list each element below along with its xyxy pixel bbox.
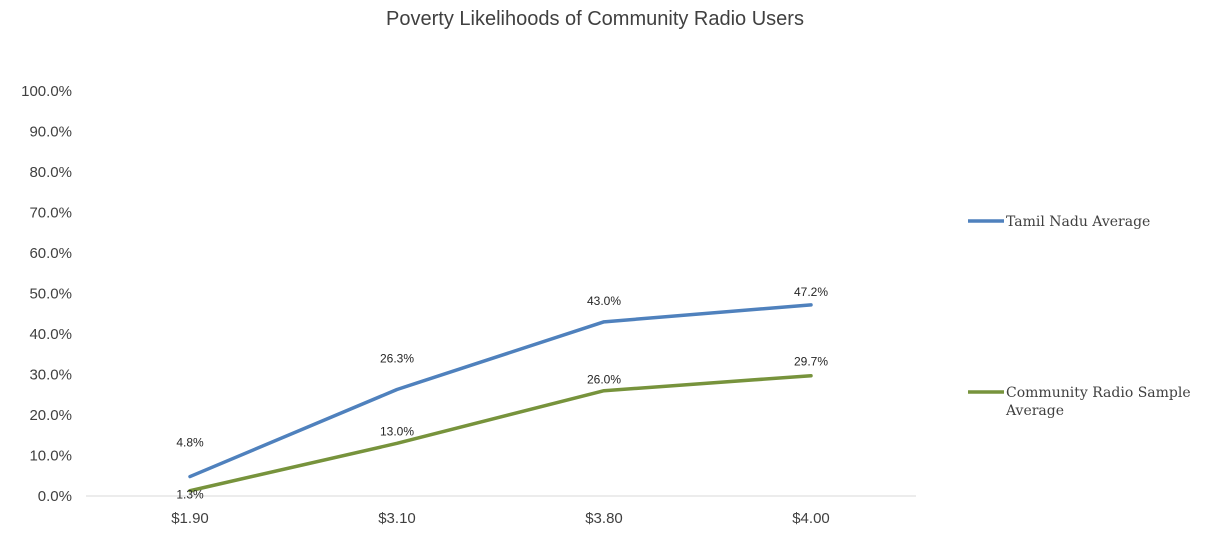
data-label: 4.8%: [176, 436, 204, 450]
data-label: 13.0%: [380, 424, 414, 438]
y-tick-label: 20.0%: [29, 407, 72, 424]
chart-title: Poverty Likelihoods of Community Radio U…: [386, 8, 804, 30]
legend-label: Tamil Nadu Average: [1006, 214, 1150, 230]
x-tick-label: $3.80: [585, 510, 623, 527]
y-axis: 0.0% 10.0% 20.0% 30.0% 40.0% 50.0% 60.0% 70.0% 8…: [21, 83, 72, 505]
legend-label: Average: [1005, 403, 1064, 419]
x-axis: $1.90 $3.10 $3.80 $4.00: [86, 495, 916, 527]
x-tick-label: $4.00: [792, 510, 830, 527]
data-labels: 4.8% 26.3% 43.0% 47.2% 1.3% 13.0% 26.0% 29.7%: [176, 285, 828, 502]
data-label: 26.3%: [380, 351, 414, 365]
series-line-2: [188, 373, 813, 493]
y-tick-label: 50.0%: [29, 286, 72, 303]
data-label: 47.2%: [794, 285, 828, 299]
y-tick-label: 40.0%: [29, 326, 72, 343]
plot-area: [188, 303, 813, 493]
legend-label: Community Radio Sample: [1006, 385, 1191, 401]
y-tick-label: 70.0%: [29, 205, 72, 222]
legend: Tamil Nadu Average Community Radio Sample…: [968, 214, 1191, 419]
series-line-1: [188, 303, 813, 479]
y-tick-label: 90.0%: [29, 124, 72, 141]
y-tick-label: 60.0%: [29, 245, 72, 262]
y-tick-label: 30.0%: [29, 367, 72, 384]
x-tick-label: $1.90: [171, 510, 209, 527]
data-label: 26.0%: [587, 373, 621, 387]
y-tick-label: 10.0%: [29, 448, 72, 465]
data-label: 43.0%: [587, 294, 621, 308]
x-tick-label: $3.10: [378, 510, 416, 527]
y-tick-label: 0.0%: [38, 488, 72, 505]
y-tick-label: 80.0%: [29, 164, 72, 181]
data-label: 29.7%: [794, 355, 828, 369]
data-label: 1.3%: [176, 488, 204, 502]
y-tick-label: 100.0%: [21, 83, 72, 100]
